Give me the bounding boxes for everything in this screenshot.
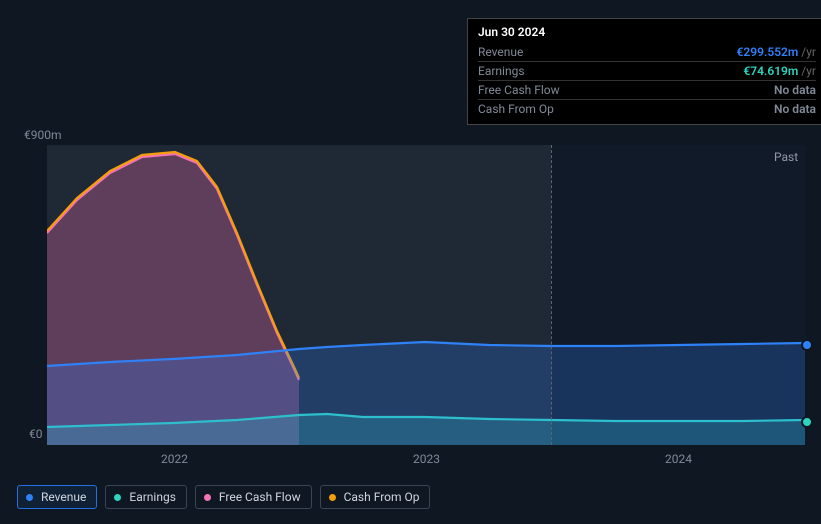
legend-label: Free Cash Flow (219, 490, 301, 504)
x-axis-tick: 2024 (665, 452, 692, 466)
series-end-marker (801, 339, 813, 351)
tooltip-row-label: Revenue (478, 45, 523, 59)
tooltip-row-value: No data (774, 102, 816, 116)
legend: Revenue Earnings Free Cash Flow Cash From O… (17, 485, 430, 509)
tooltip-row: Revenue €299.552m /yr (478, 43, 816, 61)
tooltip-row: Free Cash Flow No data (478, 80, 816, 99)
x-axis-tick: 2022 (161, 452, 188, 466)
tooltip-row: Cash From Op No data (478, 99, 816, 118)
tooltip-date: Jun 30 2024 (478, 25, 816, 39)
legend-label: Earnings (129, 490, 176, 504)
chart-container: Jun 30 2024 Revenue €299.552m /yr Earnings… (0, 0, 821, 524)
legend-dot-icon (114, 494, 121, 501)
tooltip-row-value: €74.619m /yr (743, 64, 816, 78)
y-axis-max-label: €900m (24, 128, 62, 142)
legend-label: Revenue (41, 490, 86, 504)
tooltip-row-value: €299.552m /yr (737, 45, 817, 59)
legend-dot-icon (329, 494, 336, 501)
hover-tooltip: Jun 30 2024 Revenue €299.552m /yr Earnings… (467, 18, 821, 125)
legend-dot-icon (26, 494, 33, 501)
tooltip-row-value: No data (774, 83, 816, 97)
hover-vertical-line (551, 145, 552, 445)
x-axis-tick: 2023 (413, 452, 440, 466)
legend-item[interactable]: Revenue (17, 485, 97, 509)
legend-item[interactable]: Cash From Op (320, 485, 431, 509)
tooltip-row: Earnings €74.619m /yr (478, 61, 816, 80)
tooltip-row-label: Cash From Op (478, 102, 554, 116)
tooltip-row-label: Free Cash Flow (478, 83, 560, 97)
legend-item[interactable]: Earnings (105, 485, 187, 509)
series-end-marker (801, 416, 813, 428)
y-axis-min-label: €0 (29, 427, 43, 441)
legend-label: Cash From Op (344, 490, 420, 504)
tooltip-row-label: Earnings (478, 64, 525, 78)
area-chart[interactable] (47, 145, 805, 445)
legend-dot-icon (204, 494, 211, 501)
legend-item[interactable]: Free Cash Flow (195, 485, 312, 509)
